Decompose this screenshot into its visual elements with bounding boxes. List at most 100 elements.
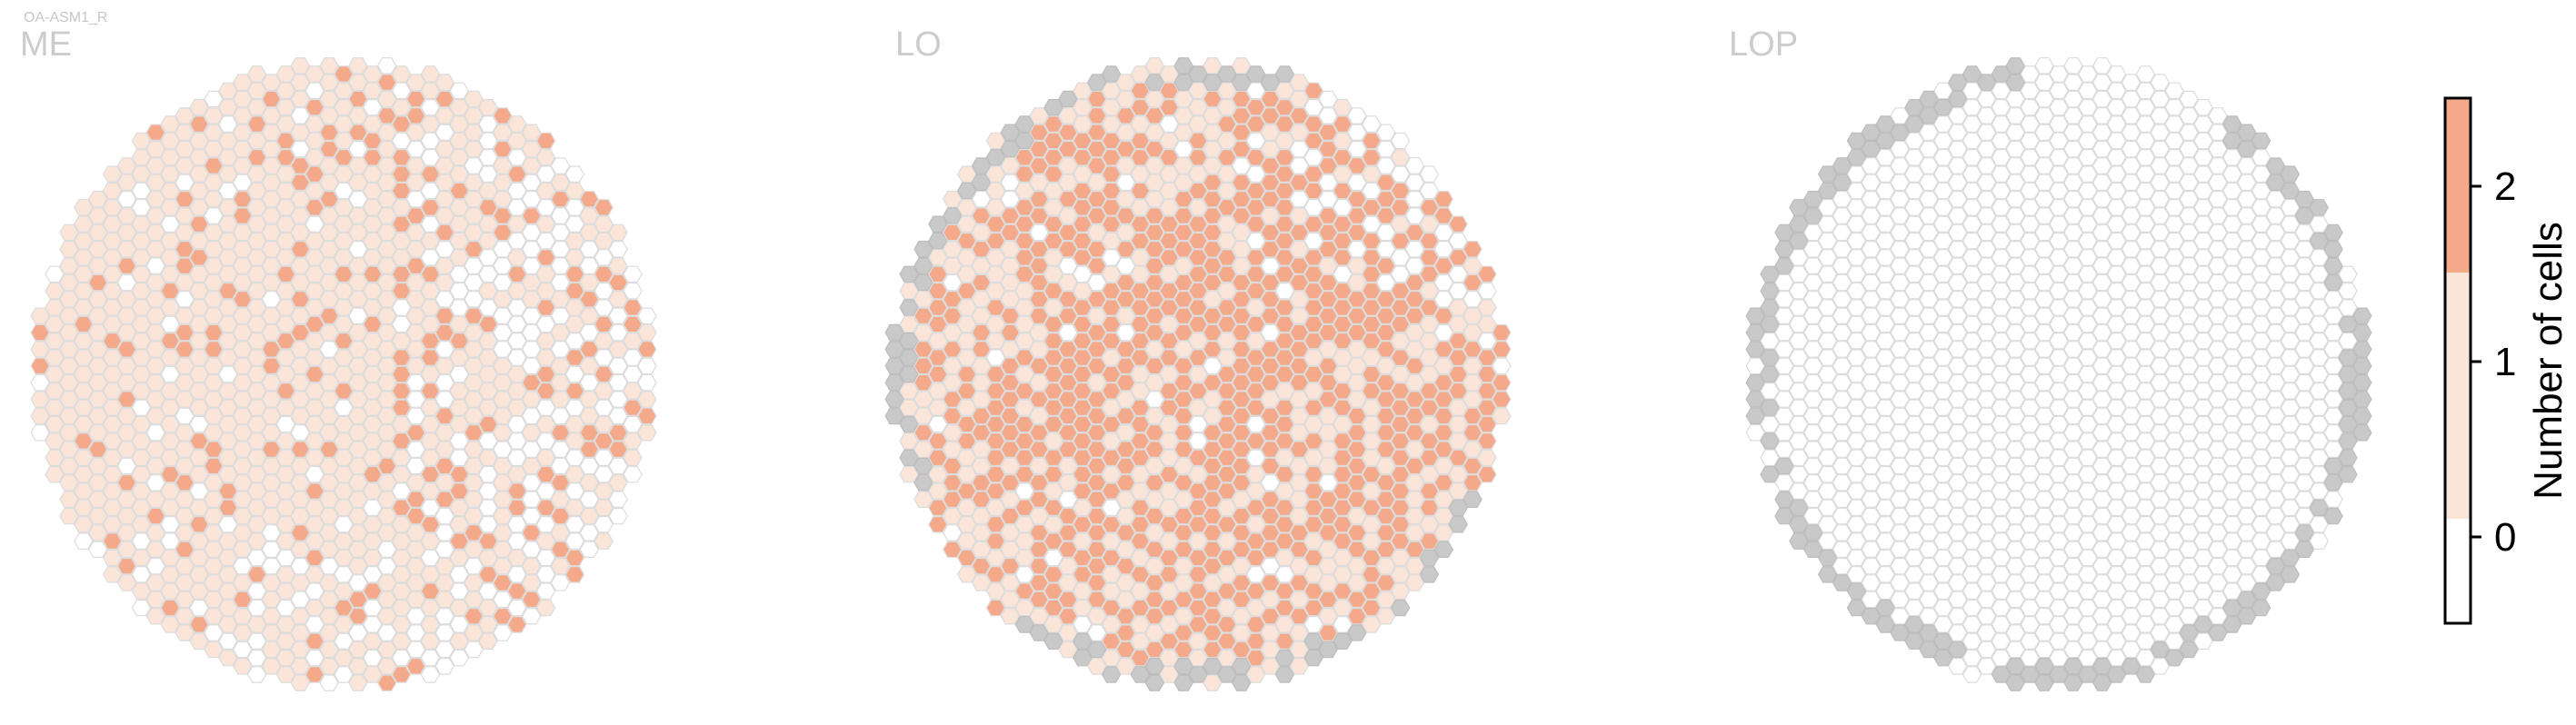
hex-column	[261, 658, 282, 675]
hex-column	[1846, 599, 1867, 617]
hex-column	[449, 132, 469, 150]
hex-column	[1404, 424, 1425, 442]
hex-column	[914, 241, 934, 258]
hex-column	[1318, 341, 1338, 358]
hex-column	[2164, 315, 2184, 333]
hex-column	[1318, 241, 1338, 258]
hex-column	[391, 115, 412, 133]
hex-column	[2092, 424, 2112, 442]
hex-column	[348, 391, 368, 408]
hex-column	[1962, 115, 1982, 133]
hex-column	[1159, 132, 1179, 150]
hex-column	[1203, 391, 1223, 408]
hex-column	[305, 299, 324, 316]
hex-column	[1933, 399, 1953, 416]
hex-column	[2251, 299, 2271, 316]
hex-column	[507, 382, 527, 400]
hex-column	[1058, 207, 1078, 224]
hex-column	[2020, 549, 2040, 567]
hex-column	[1115, 658, 1136, 675]
hex-column	[1448, 516, 1468, 533]
hex-column	[1043, 149, 1063, 166]
hex-column	[405, 474, 426, 492]
hex-column	[2121, 574, 2142, 591]
hex-column	[899, 265, 919, 283]
hex-column	[261, 90, 282, 108]
hex-column	[420, 265, 441, 283]
hex-column	[189, 349, 209, 366]
hex-column	[1760, 299, 1780, 316]
hex-column	[1789, 315, 1809, 333]
hex-column	[391, 349, 412, 366]
hex-column	[305, 415, 324, 433]
hex-column	[275, 382, 296, 400]
hex-column	[1159, 566, 1179, 583]
hex-column	[1875, 499, 1895, 517]
hex-column	[2237, 391, 2257, 408]
hex-column	[2063, 57, 2083, 74]
hex-column	[1832, 207, 1852, 224]
hex-column	[943, 391, 963, 408]
hex-column	[1203, 541, 1223, 558]
hex-column	[2049, 582, 2069, 600]
hex-column	[884, 357, 904, 375]
hex-column	[363, 333, 383, 350]
hex-column	[59, 257, 79, 274]
hex-column	[391, 532, 412, 550]
hex-column	[131, 265, 152, 283]
hex-column	[564, 549, 585, 567]
hex-column	[1101, 282, 1122, 300]
hex-column	[348, 441, 368, 458]
hex-column	[1463, 407, 1483, 425]
hex-column	[2092, 191, 2112, 208]
hex-column	[1188, 465, 1208, 483]
hex-column	[2034, 424, 2054, 442]
hex-column	[1303, 99, 1323, 116]
hex-column	[2179, 90, 2199, 108]
hex-column	[1115, 124, 1136, 141]
hex-column	[1245, 415, 1266, 433]
hex-column	[1115, 641, 1136, 659]
hex-column	[363, 365, 383, 383]
hex-column	[2280, 182, 2301, 200]
hex-column	[1144, 491, 1164, 508]
hex-column	[1130, 549, 1151, 567]
hex-column	[1333, 516, 1353, 533]
hex-column	[1333, 365, 1353, 383]
hex-column	[1043, 632, 1063, 650]
hex-column	[493, 341, 513, 358]
hex-column	[420, 82, 441, 100]
hex-column	[2294, 241, 2314, 258]
hex-column	[204, 391, 224, 408]
hex-column	[74, 265, 94, 283]
hex-column	[535, 215, 556, 233]
hex-column	[2193, 516, 2213, 533]
hex-column	[1274, 299, 1295, 316]
hex-column	[1000, 341, 1020, 358]
hex-column	[305, 82, 324, 100]
hex-column	[204, 624, 224, 641]
hex-column	[145, 257, 165, 274]
hex-column	[1832, 307, 1852, 324]
hex-column	[478, 333, 498, 350]
hex-column	[594, 349, 614, 366]
hex-column	[261, 491, 282, 508]
hex-column	[2237, 341, 2257, 358]
hex-column	[608, 373, 628, 392]
hex-column	[449, 632, 469, 650]
hex-column	[1014, 432, 1034, 450]
hex-column	[1846, 465, 1867, 483]
hex-column	[305, 516, 324, 533]
hex-column	[1347, 507, 1367, 525]
hex-column	[1817, 549, 1838, 567]
hex-column	[1948, 608, 1968, 625]
hex-column	[2294, 191, 2314, 208]
hex-column	[175, 391, 195, 408]
hex-column	[2352, 341, 2372, 358]
hex-column	[363, 666, 383, 683]
hex-column	[1832, 441, 1852, 458]
hex-column	[1760, 315, 1780, 333]
hex-column	[1188, 649, 1208, 667]
hex-column	[985, 315, 1006, 333]
hex-column	[377, 57, 397, 74]
